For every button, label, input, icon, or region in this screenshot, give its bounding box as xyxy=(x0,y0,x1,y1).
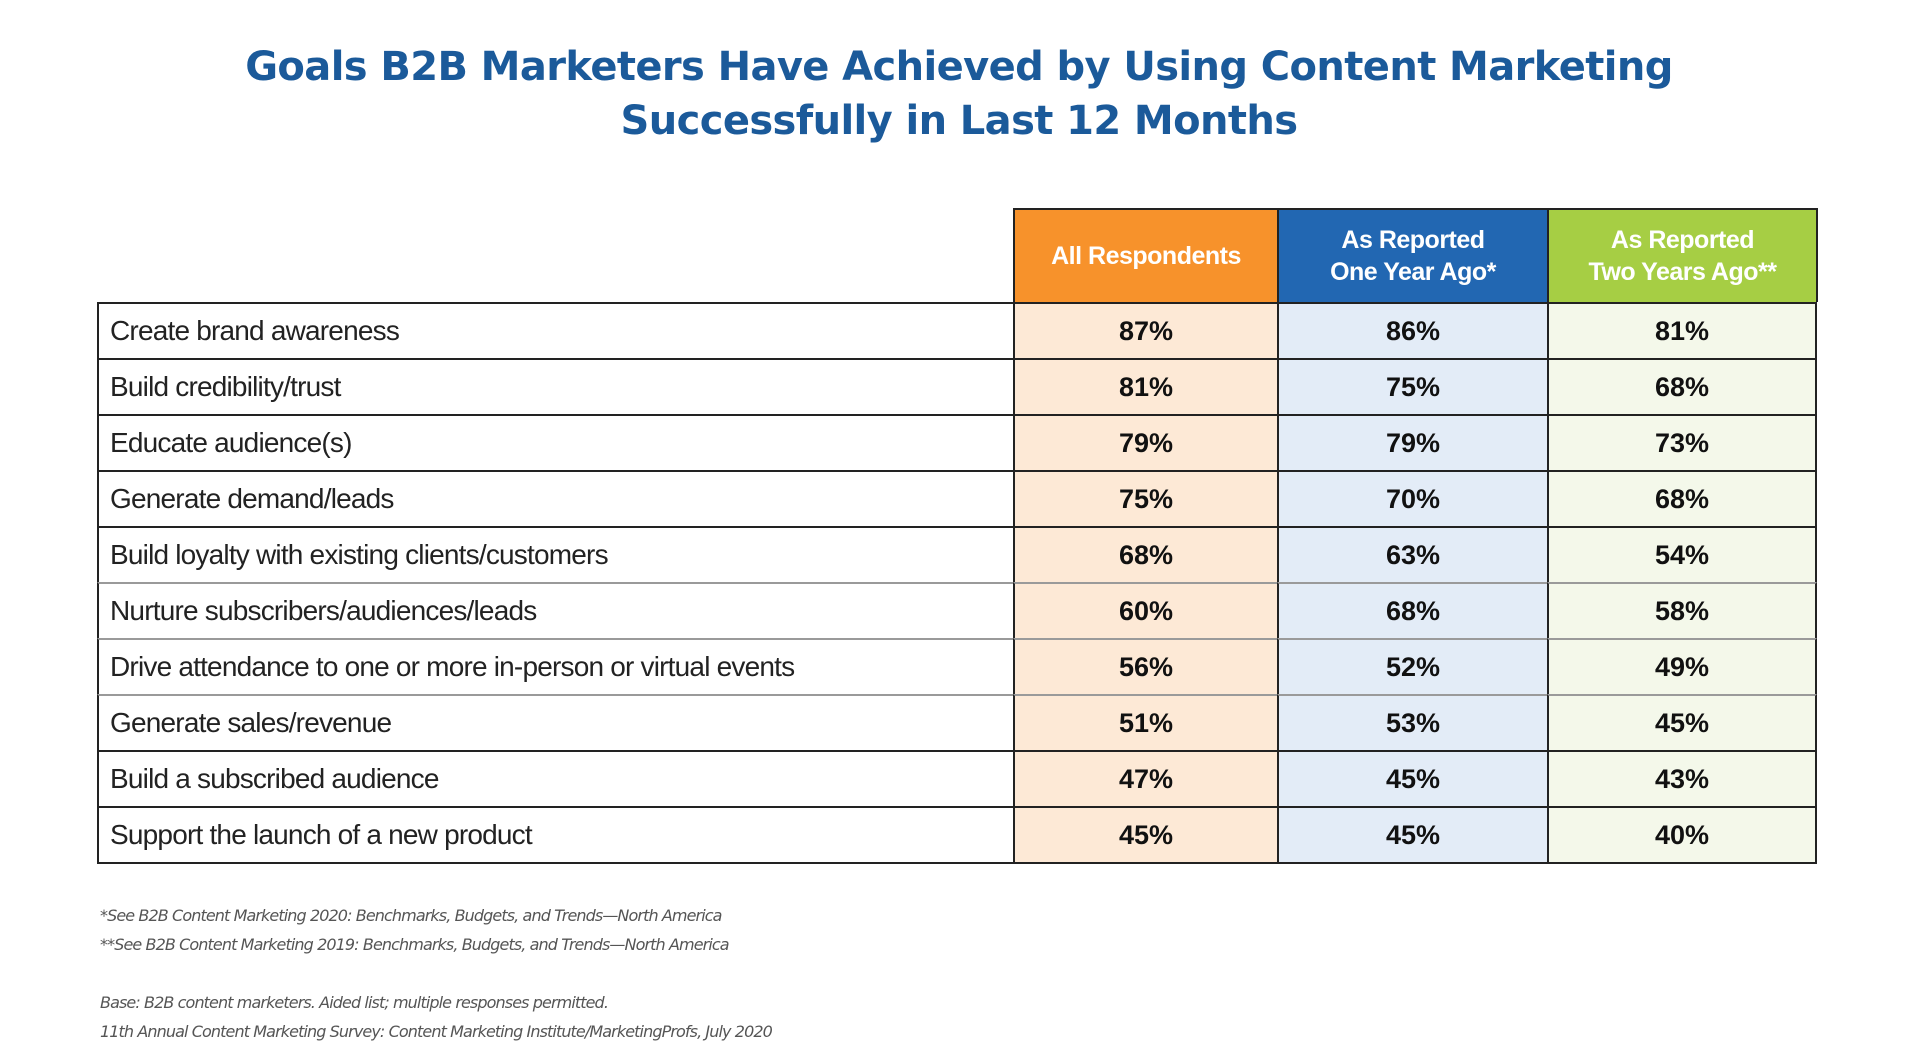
data-cell-3: 58% xyxy=(1547,582,1817,638)
row-label: Generate demand/leads xyxy=(97,470,1013,526)
data-cell-2: 68% xyxy=(1277,582,1547,638)
table-row: Support the launch of a new product 45% 45… xyxy=(97,806,1817,862)
chart-title: Goals B2B Marketers Have Achieved by Usi… xyxy=(0,40,1918,148)
data-cell-2: 63% xyxy=(1277,526,1547,582)
chart-title-line-1: Goals B2B Marketers Have Achieved by Usi… xyxy=(245,44,1673,90)
data-cell-1: 68% xyxy=(1013,526,1277,582)
row-label: Drive attendance to one or more in-perso… xyxy=(97,638,1013,694)
data-cell-2: 86% xyxy=(1277,302,1547,358)
table-row: Build loyalty with existing clients/cust… xyxy=(97,526,1817,582)
data-cell-1: 56% xyxy=(1013,638,1277,694)
data-cell-3: 45% xyxy=(1547,694,1817,750)
data-cell-1: 45% xyxy=(1013,806,1277,862)
column-header-1: All Respondents xyxy=(1013,208,1277,302)
table-row: Generate sales/revenue 51% 53% 45% xyxy=(97,694,1817,750)
row-label: Build credibility/trust xyxy=(97,358,1013,414)
base-note: Base: B2B content marketers. Aided list;… xyxy=(100,993,609,1012)
column-header-text: As Reported xyxy=(1341,226,1485,254)
data-cell-3: 49% xyxy=(1547,638,1817,694)
data-cell-1: 81% xyxy=(1013,358,1277,414)
data-cell-1: 60% xyxy=(1013,582,1277,638)
data-cell-3: 40% xyxy=(1547,806,1817,862)
row-label: Educate audience(s) xyxy=(97,414,1013,470)
data-cell-3: 68% xyxy=(1547,470,1817,526)
data-cell-1: 47% xyxy=(1013,750,1277,806)
footnote-one-year: *See B2B Content Marketing 2020: Benchma… xyxy=(100,906,722,925)
column-header-2: As Reported One Year Ago* xyxy=(1277,208,1547,302)
table-row: Build a subscribed audience 47% 45% 43% xyxy=(97,750,1817,806)
data-cell-2: 45% xyxy=(1277,750,1547,806)
data-cell-2: 70% xyxy=(1277,470,1547,526)
chart-title-line-2: Successfully in Last 12 Months xyxy=(620,98,1299,144)
data-cell-1: 75% xyxy=(1013,470,1277,526)
table-row: Build credibility/trust 81% 75% 68% xyxy=(97,358,1817,414)
data-cell-2: 52% xyxy=(1277,638,1547,694)
data-cell-2: 53% xyxy=(1277,694,1547,750)
data-cell-3: 43% xyxy=(1547,750,1817,806)
data-cell-2: 75% xyxy=(1277,358,1547,414)
column-header-text: One Year Ago* xyxy=(1330,258,1496,286)
table-row: Create brand awareness 87% 86% 81% xyxy=(97,302,1817,358)
table-row: Educate audience(s) 79% 79% 73% xyxy=(97,414,1817,470)
row-label: Support the launch of a new product xyxy=(97,806,1013,862)
table-row: Drive attendance to one or more in-perso… xyxy=(97,638,1817,694)
data-cell-3: 81% xyxy=(1547,302,1817,358)
data-cell-1: 87% xyxy=(1013,302,1277,358)
column-header-text: Two Years Ago** xyxy=(1588,258,1777,286)
table-row: Generate demand/leads 75% 70% 68% xyxy=(97,470,1817,526)
row-label: Create brand awareness xyxy=(97,302,1013,358)
data-cell-1: 79% xyxy=(1013,414,1277,470)
row-label: Build loyalty with existing clients/cust… xyxy=(97,526,1013,582)
data-cell-2: 79% xyxy=(1277,414,1547,470)
data-cell-1: 51% xyxy=(1013,694,1277,750)
row-label: Generate sales/revenue xyxy=(97,694,1013,750)
row-label: Nurture subscribers/audiences/leads xyxy=(97,582,1013,638)
survey-source: 11th Annual Content Marketing Survey: Co… xyxy=(100,1022,773,1041)
data-cell-3: 73% xyxy=(1547,414,1817,470)
table-bottom-border xyxy=(97,862,1817,864)
data-cell-2: 45% xyxy=(1277,806,1547,862)
data-cell-3: 68% xyxy=(1547,358,1817,414)
row-label: Build a subscribed audience xyxy=(97,750,1013,806)
table-row: Nurture subscribers/audiences/leads 60% 68… xyxy=(97,582,1817,638)
column-header-text: As Reported xyxy=(1610,226,1755,254)
column-header-text: All Respondents xyxy=(1051,242,1241,270)
column-header-3: As Reported Two Years Ago** xyxy=(1547,208,1818,302)
data-cell-3: 54% xyxy=(1547,526,1817,582)
footnote-two-years: **See B2B Content Marketing 2019: Benchm… xyxy=(100,935,730,954)
